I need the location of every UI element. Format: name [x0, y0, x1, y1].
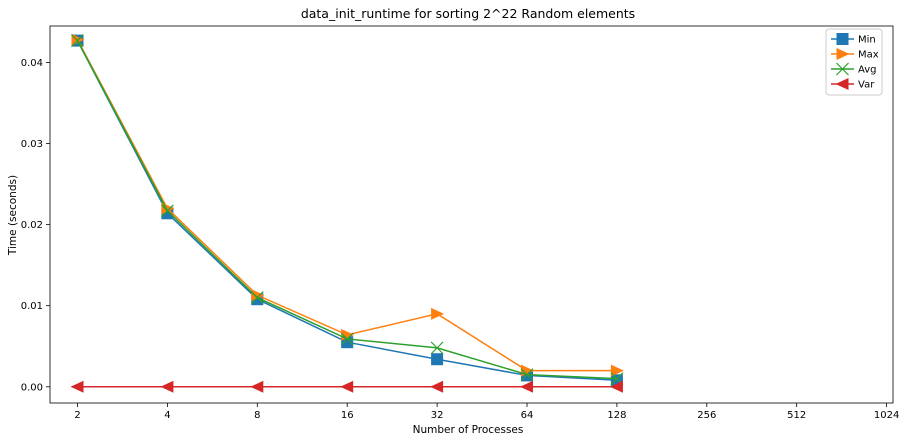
x-tick-label: 128 — [607, 410, 626, 421]
data-point-var — [340, 380, 354, 393]
legend-marker-min — [836, 33, 849, 45]
data-point-avg — [520, 368, 534, 382]
legend: Min Max Avg Var — [825, 28, 883, 96]
x-tick-label: 1024 — [874, 410, 899, 421]
x-tick-label: 2 — [74, 410, 80, 421]
x-tick-label: 256 — [697, 410, 716, 421]
data-point-avg — [340, 332, 354, 346]
plot-area: 2 4 8 16 32 64 128 256 512 1024 0.00 0.01 0.02 0.03 0.… — [21, 25, 899, 421]
series-line-min — [76, 40, 617, 382]
data-point-var — [520, 380, 533, 393]
data-point-var — [250, 380, 264, 393]
x-tick-label: 4 — [164, 410, 170, 421]
series-line-max — [76, 39, 617, 372]
legend-box — [825, 28, 883, 96]
legend-label-min: Min — [858, 35, 876, 46]
y-tick-label: 0.02 — [21, 220, 43, 231]
x-axis-label: Number of Processes — [413, 424, 524, 436]
legend-label-max: Max — [858, 50, 879, 61]
data-point-avg — [250, 291, 264, 305]
y-tick-label: 0.04 — [21, 58, 43, 69]
data-point-max — [251, 289, 265, 302]
plot-frame — [49, 25, 894, 404]
data-point-avg — [71, 34, 84, 48]
legend-marker-max — [836, 48, 850, 60]
y-tick-label: 0.01 — [21, 301, 43, 312]
series-line-avg — [76, 40, 617, 380]
y-tick-label: 0.03 — [21, 139, 43, 150]
data-point-avg — [430, 341, 444, 355]
chart-title: data_init_runtime for sorting 2^22 Rando… — [301, 6, 635, 21]
legend-marker-avg — [836, 62, 849, 76]
data-point-min — [251, 293, 264, 306]
y-axis-label: Time (seconds) — [7, 175, 19, 256]
data-point-min — [431, 353, 444, 366]
data-point-var — [160, 380, 174, 393]
legend-label-avg: Avg — [858, 65, 877, 76]
x-tick-label: 16 — [341, 410, 354, 421]
x-tick-label: 512 — [787, 410, 806, 421]
data-point-max — [610, 364, 624, 377]
data-point-var — [70, 380, 84, 393]
x-tick-label: 32 — [431, 410, 444, 421]
legend-label-var: Var — [858, 80, 875, 91]
x-tick-label: 64 — [521, 410, 534, 421]
x-tick-label: 8 — [254, 410, 260, 421]
y-tick-label: 0.00 — [21, 382, 43, 393]
legend-marker-var — [835, 78, 849, 90]
data-point-var — [609, 380, 623, 393]
data-point-avg — [160, 204, 174, 218]
data-point-max — [431, 307, 445, 320]
data-point-var — [430, 380, 444, 393]
